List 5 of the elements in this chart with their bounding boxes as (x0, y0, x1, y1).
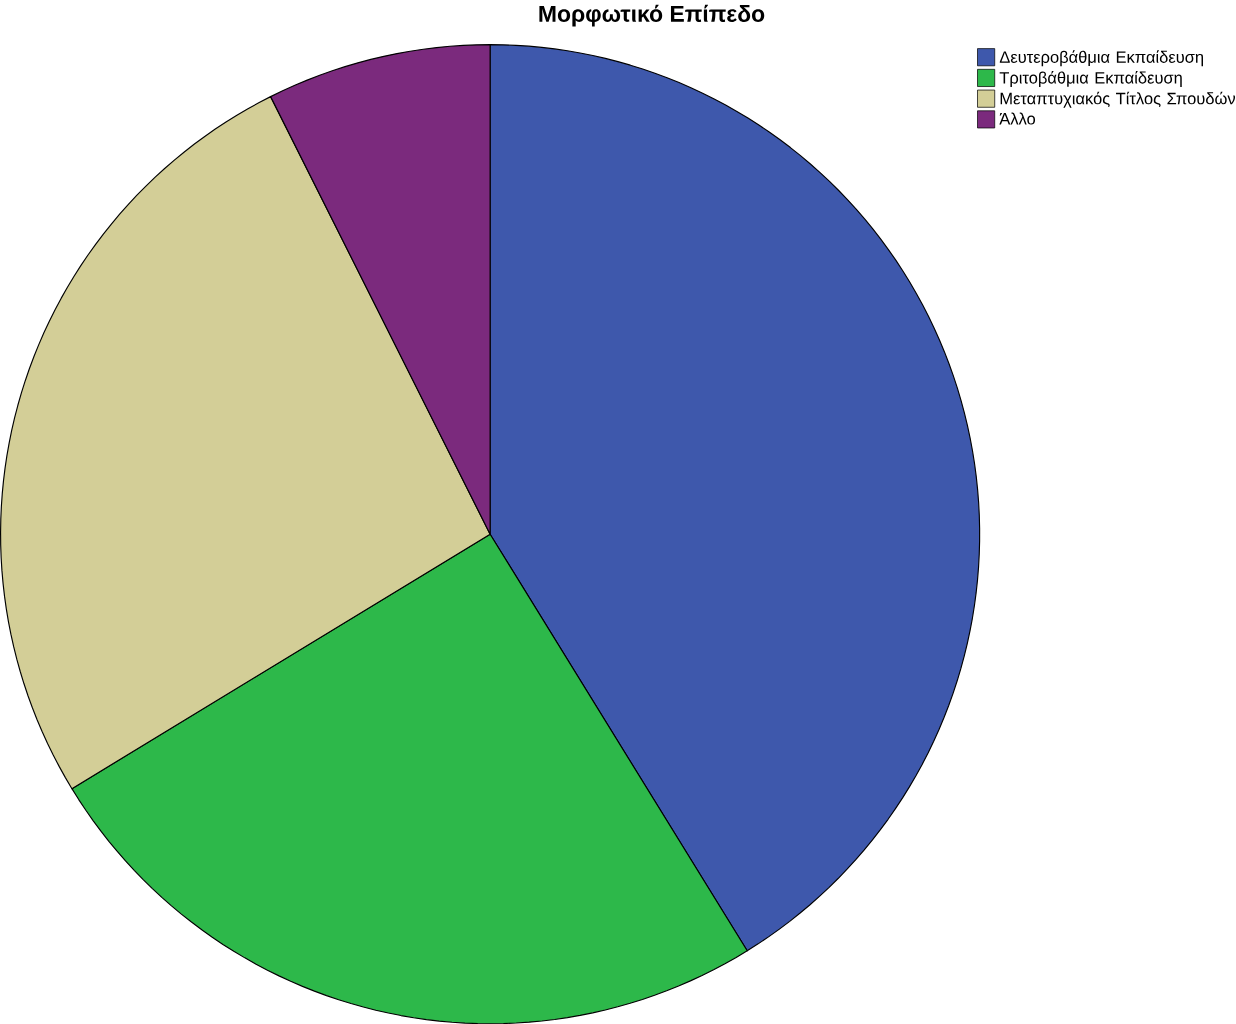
chart-title: Μορφωτικό Επίπεδο (539, 4, 765, 27)
legend-label: Μεταπτυχιακός Τίτλος Σπουδών (1000, 91, 1236, 108)
legend-label: Άλλο (999, 112, 1036, 125)
legend-label: Τριτοβάθμια Εκπαίδευση (999, 70, 1182, 87)
legend-label: Δευτεροβάθμια Εκπαίδευση (999, 50, 1203, 67)
